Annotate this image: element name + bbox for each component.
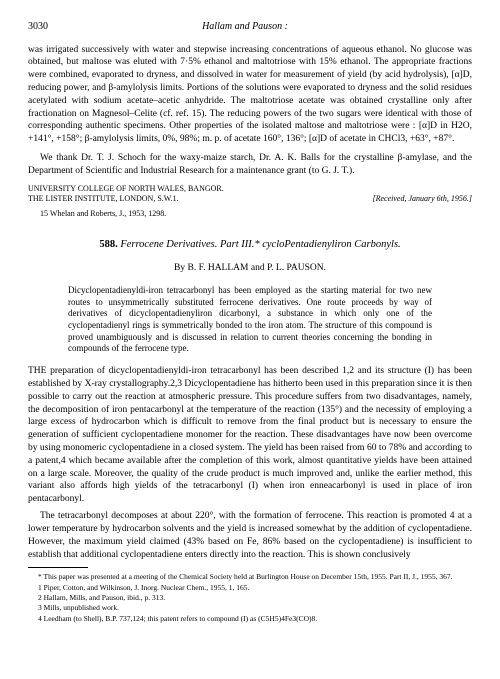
footnote-1: 1 Piper, Cotton, and Wilkinson, J. Inorg… (28, 583, 472, 592)
article-number: 588. (99, 239, 117, 250)
authors: By B. F. HALLAM and P. L. PAUSON. (28, 262, 472, 275)
received-date: [Received, January 6th, 1956.] (372, 194, 472, 205)
footnote-2: 2 Hallam, Mills, and Pauson, ibid., p. 3… (28, 593, 472, 602)
footnote-4: 4 Leedham (to Shell), B.P. 737,124; this… (28, 614, 472, 623)
article-title-part2: cycloPentadienyliron Carbonyls. (262, 239, 400, 250)
footnote-divider (28, 567, 88, 568)
body-paragraph-1: THE preparation of dicyclopentadienyldi-… (28, 365, 472, 506)
article-title-block: 588. Ferrocene Derivatives. Part III.* c… (28, 238, 472, 252)
running-title: Hallam and Pauson : (48, 20, 442, 34)
article-title-part1: Ferrocene Derivatives. Part III.* (120, 239, 262, 250)
page-number: 3030 (28, 20, 48, 34)
footnote-3: 3 Mills, unpublished work. (28, 603, 472, 612)
prev-article-body: was irrigated successively with water an… (28, 44, 472, 147)
page: 3030 Hallam and Pauson : was irrigated s… (0, 0, 500, 644)
affiliation-line1: UNIVERSITY COLLEGE OF NORTH WALES, BANGO… (28, 184, 224, 195)
footnotes-block: * This paper was presented at a meeting … (28, 572, 472, 623)
footnote-star: * This paper was presented at a meeting … (28, 572, 472, 581)
affiliation-block: UNIVERSITY COLLEGE OF NORTH WALES, BANGO… (28, 184, 472, 206)
body-p1-text: preparation of dicyclopentadienyldi-iron… (28, 366, 472, 504)
body-paragraph-2: The tetracarbonyl decomposes at about 22… (28, 510, 472, 561)
acknowledgment: We thank Dr. T. J. Schoch for the waxy-m… (28, 152, 472, 178)
abstract: Dicyclopentadienyldi-iron tetracarbonyl … (68, 285, 432, 355)
body-lead: THE (28, 366, 46, 376)
prev-footnote-15: 15 Whelan and Roberts, J., 1953, 1298. (28, 209, 472, 220)
page-header: 3030 Hallam and Pauson : (28, 20, 472, 34)
affiliation-line2: THE LISTER INSTITUTE, LONDON, S.W.1. (28, 194, 179, 205)
